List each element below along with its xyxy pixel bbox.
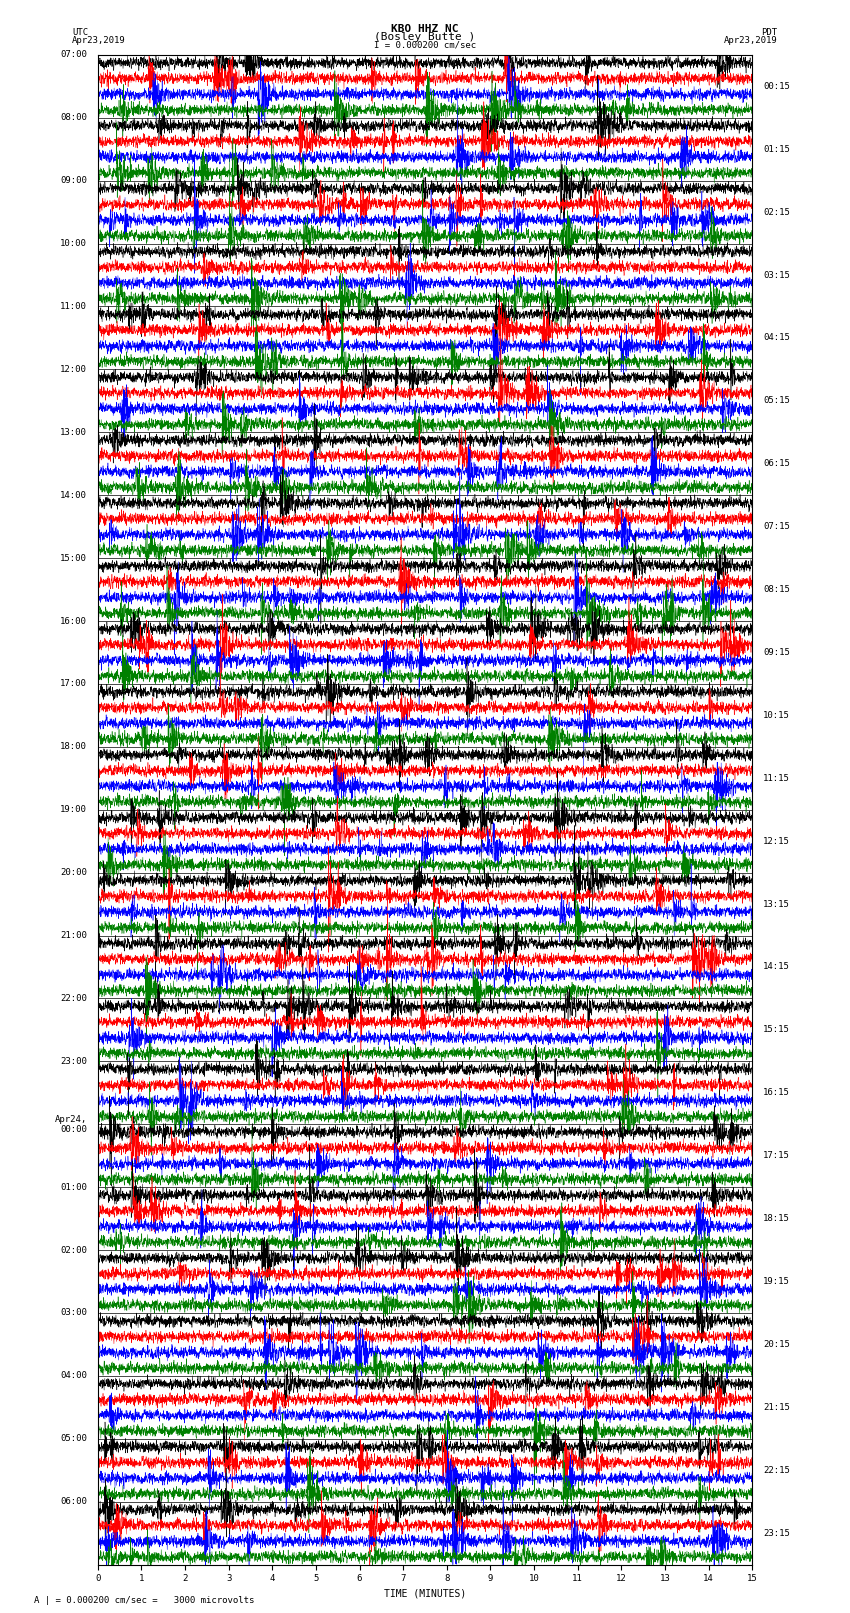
Text: 06:00: 06:00 — [60, 1497, 87, 1507]
Text: A | = 0.000200 cm/sec =   3000 microvolts: A | = 0.000200 cm/sec = 3000 microvolts — [34, 1595, 254, 1605]
Text: 11:15: 11:15 — [763, 774, 790, 782]
Text: 04:00: 04:00 — [60, 1371, 87, 1381]
Text: 10:15: 10:15 — [763, 711, 790, 719]
Text: I = 0.000200 cm/sec: I = 0.000200 cm/sec — [374, 40, 476, 50]
Text: 05:15: 05:15 — [763, 397, 790, 405]
Text: 17:00: 17:00 — [60, 679, 87, 689]
Text: 17:15: 17:15 — [763, 1152, 790, 1160]
Text: 03:15: 03:15 — [763, 271, 790, 279]
Text: 08:00: 08:00 — [60, 113, 87, 123]
Text: 07:15: 07:15 — [763, 523, 790, 531]
Text: 02:15: 02:15 — [763, 208, 790, 216]
Text: 07:00: 07:00 — [60, 50, 87, 60]
Text: 19:15: 19:15 — [763, 1277, 790, 1286]
Text: 09:00: 09:00 — [60, 176, 87, 185]
Text: 22:00: 22:00 — [60, 994, 87, 1003]
Text: 22:15: 22:15 — [763, 1466, 790, 1474]
Text: Apr23,2019: Apr23,2019 — [72, 35, 126, 45]
Text: 15:15: 15:15 — [763, 1026, 790, 1034]
Text: 19:00: 19:00 — [60, 805, 87, 815]
Text: 08:15: 08:15 — [763, 586, 790, 594]
Text: 14:00: 14:00 — [60, 490, 87, 500]
Text: 20:15: 20:15 — [763, 1340, 790, 1348]
Text: Apr23,2019: Apr23,2019 — [724, 35, 778, 45]
Text: 13:15: 13:15 — [763, 900, 790, 908]
Text: PDT: PDT — [762, 27, 778, 37]
Text: 03:00: 03:00 — [60, 1308, 87, 1318]
Text: 01:15: 01:15 — [763, 145, 790, 153]
Text: 23:15: 23:15 — [763, 1529, 790, 1537]
Text: 04:15: 04:15 — [763, 334, 790, 342]
Text: 16:00: 16:00 — [60, 616, 87, 626]
Text: 00:15: 00:15 — [763, 82, 790, 90]
Text: UTC: UTC — [72, 27, 88, 37]
X-axis label: TIME (MINUTES): TIME (MINUTES) — [384, 1589, 466, 1598]
Text: 10:00: 10:00 — [60, 239, 87, 248]
Text: 18:00: 18:00 — [60, 742, 87, 752]
Text: 20:00: 20:00 — [60, 868, 87, 877]
Text: 01:00: 01:00 — [60, 1182, 87, 1192]
Text: 16:15: 16:15 — [763, 1089, 790, 1097]
Text: 02:00: 02:00 — [60, 1245, 87, 1255]
Text: 13:00: 13:00 — [60, 427, 87, 437]
Text: 14:15: 14:15 — [763, 963, 790, 971]
Text: KBO HHZ NC: KBO HHZ NC — [391, 24, 459, 34]
Text: 21:15: 21:15 — [763, 1403, 790, 1411]
Text: 23:00: 23:00 — [60, 1057, 87, 1066]
Text: (Bosley Butte ): (Bosley Butte ) — [374, 32, 476, 42]
Text: 11:00: 11:00 — [60, 302, 87, 311]
Text: 18:15: 18:15 — [763, 1215, 790, 1223]
Text: 05:00: 05:00 — [60, 1434, 87, 1444]
Text: Apr24,
00:00: Apr24, 00:00 — [54, 1115, 87, 1134]
Text: 09:15: 09:15 — [763, 648, 790, 656]
Text: 06:15: 06:15 — [763, 460, 790, 468]
Text: 15:00: 15:00 — [60, 553, 87, 563]
Text: 12:00: 12:00 — [60, 365, 87, 374]
Text: 21:00: 21:00 — [60, 931, 87, 940]
Text: 12:15: 12:15 — [763, 837, 790, 845]
